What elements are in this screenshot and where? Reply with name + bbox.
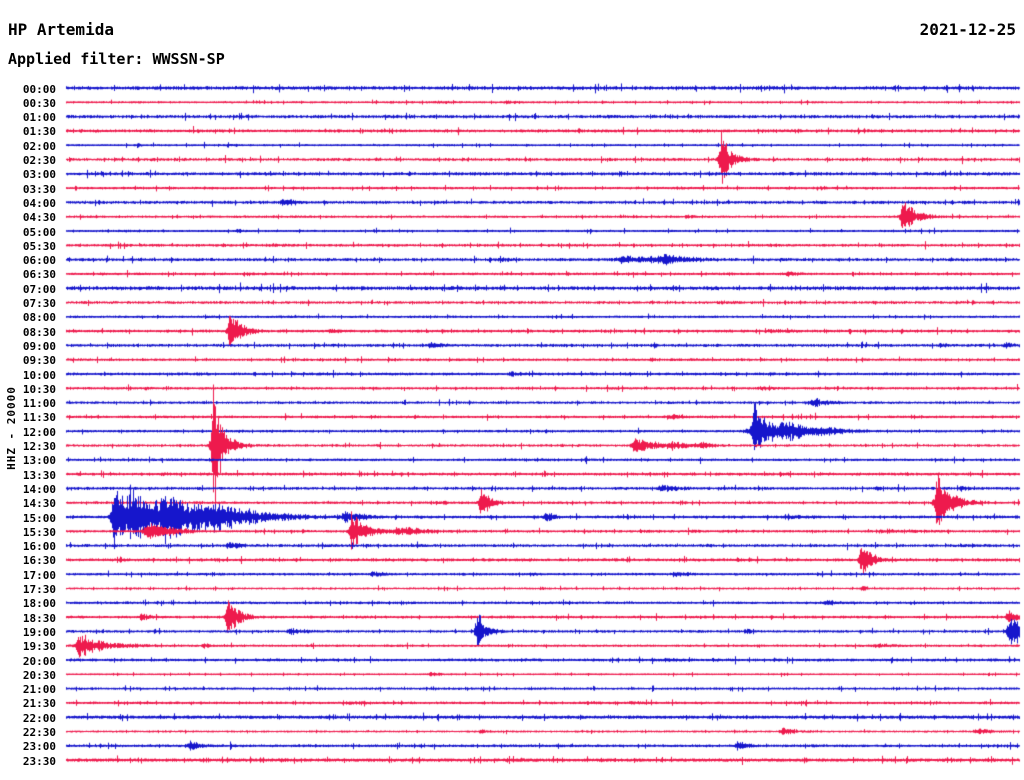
time-label: 18:30 [22, 611, 56, 625]
time-label: 22:30 [22, 726, 56, 739]
time-label: 03:00 [22, 168, 56, 182]
time-label: 21:00 [22, 683, 56, 697]
time-label: 07:30 [22, 297, 56, 310]
time-label: 06:30 [22, 268, 56, 282]
time-label: 10:00 [22, 368, 56, 382]
applied-filter-label: Applied filter: WWSSN-SP [8, 50, 225, 68]
time-label: 08:30 [22, 325, 56, 339]
time-label: 04:30 [22, 211, 56, 225]
time-label: 05:30 [22, 239, 56, 253]
time-label: 23:00 [22, 740, 56, 754]
station-name: HP Artemida [8, 20, 114, 39]
time-label: 09:30 [22, 354, 56, 368]
time-label: 16:00 [22, 540, 56, 554]
time-label: 11:30 [22, 411, 56, 425]
record-date: 2021-12-25 [919, 20, 1016, 39]
time-label: 18:00 [22, 597, 56, 611]
time-label: 15:30 [22, 525, 56, 539]
time-label: 14:30 [22, 497, 56, 511]
time-label: 19:00 [22, 625, 56, 639]
time-label: 07:00 [22, 282, 56, 296]
time-label: 00:30 [22, 96, 56, 110]
time-label: 21:30 [22, 697, 56, 711]
time-label: 12:00 [22, 425, 56, 439]
time-label: 00:00 [22, 82, 56, 96]
time-label: 20:30 [22, 668, 56, 682]
time-label: 17:00 [22, 568, 56, 582]
time-label: 19:30 [22, 640, 56, 654]
time-label: 09:00 [22, 339, 56, 353]
time-label: 17:30 [22, 583, 56, 596]
time-label: 03:30 [22, 182, 56, 196]
time-label: 06:00 [22, 254, 56, 268]
time-label: 16:30 [22, 554, 56, 568]
time-label: 20:00 [22, 654, 56, 668]
time-label: 13:30 [22, 468, 56, 482]
time-label: 14:00 [22, 482, 56, 496]
time-label: 23:30 [22, 754, 56, 768]
time-label: 08:00 [22, 311, 56, 325]
time-label: 15:00 [22, 511, 56, 525]
time-label: 12:30 [22, 440, 56, 453]
time-label: 01:30 [22, 125, 56, 139]
time-label: 02:00 [22, 139, 56, 153]
time-label: 22:00 [22, 711, 56, 725]
time-label: 10:30 [22, 382, 56, 396]
time-label: 01:00 [22, 111, 56, 125]
time-label: 02:30 [22, 154, 56, 167]
time-label: 05:00 [22, 225, 56, 239]
time-label: 04:00 [22, 196, 56, 210]
time-label: 11:00 [22, 397, 56, 411]
time-label: 13:00 [22, 454, 56, 468]
